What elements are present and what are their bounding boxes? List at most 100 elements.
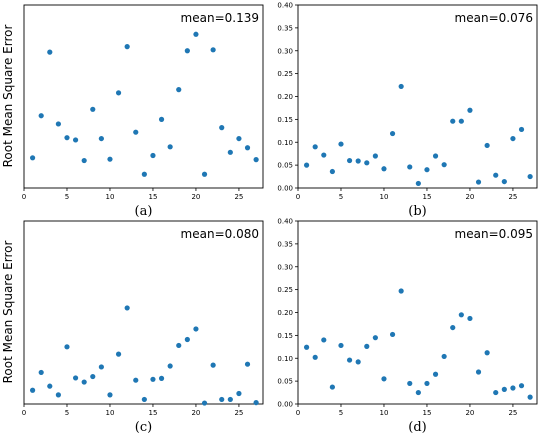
panel-c: 0 5 10 15 20 25 mean=0.080 (c) Root Mean Square … — [1, 220, 264, 435]
data-point — [55, 121, 61, 127]
data-point — [158, 116, 165, 122]
panel-caption: (a) — [135, 204, 153, 219]
data-point — [210, 47, 216, 53]
mean-annotation: mean=0.080 — [181, 227, 259, 241]
data-point — [176, 87, 182, 93]
x-tick-label: 20 — [465, 193, 474, 201]
data-point — [527, 173, 533, 180]
y-tick-label: 0.15 — [277, 332, 293, 340]
data-point — [510, 385, 516, 391]
y-tick-label: 0.15 — [277, 116, 293, 124]
x-tick-label: 15 — [422, 193, 431, 201]
data-point — [381, 166, 387, 172]
data-point — [47, 383, 53, 389]
data-point — [501, 178, 507, 185]
data-point — [133, 377, 139, 383]
data-point — [389, 331, 396, 338]
y-tick-label: 0.35 — [277, 24, 293, 32]
data-point — [201, 400, 208, 406]
data-point — [484, 350, 490, 356]
x-tick-label: 20 — [191, 193, 200, 201]
y-tick-label: 0.20 — [277, 93, 293, 101]
x-tick-label: 0 — [22, 409, 26, 417]
data-point — [364, 160, 370, 166]
data-point — [38, 369, 44, 376]
data-point — [355, 158, 361, 164]
panel-b: 0 5 10 15 20 25 0.00 0.05 0.10 0.15 0.20 0.25 0.30 0.… — [277, 2, 538, 219]
data-point — [184, 336, 190, 343]
data-point — [72, 375, 79, 381]
data-point — [432, 153, 439, 159]
data-point — [227, 396, 233, 403]
data-point — [381, 376, 387, 382]
data-point — [124, 305, 130, 311]
data-point — [253, 157, 259, 163]
x-tick-label: 5 — [65, 409, 69, 417]
data-point — [193, 326, 199, 332]
plot-frame — [23, 4, 264, 189]
data-point — [107, 392, 113, 398]
data-point — [201, 171, 208, 177]
data-point — [193, 31, 199, 37]
data-point — [107, 156, 113, 162]
data-point — [158, 375, 165, 381]
data-point — [527, 394, 533, 400]
data-point — [321, 337, 327, 343]
data-point — [407, 164, 413, 170]
data-point — [227, 149, 233, 155]
panel-d: 0 5 10 15 20 25 0.00 0.05 0.10 0.15 0.20 0.25 0.30 0.… — [277, 218, 538, 435]
data-point — [303, 162, 310, 168]
data-point — [441, 162, 447, 168]
y-tick-label: 0.25 — [277, 286, 293, 294]
x-tick-label: 25 — [234, 409, 243, 417]
data-point — [510, 135, 516, 142]
data-point — [321, 152, 327, 158]
y-tick-label: 0.25 — [277, 70, 293, 78]
data-point — [372, 153, 378, 159]
data-point — [64, 135, 70, 141]
data-point — [432, 371, 439, 377]
y-axis-label: Root Mean Square Error — [1, 25, 15, 168]
plot-frame — [297, 4, 538, 189]
data-point — [389, 130, 396, 137]
mean-annotation: mean=0.076 — [455, 11, 533, 25]
data-point — [98, 364, 104, 370]
x-tick-label: 15 — [148, 409, 157, 417]
x-tick-label: 25 — [508, 409, 517, 417]
data-point — [355, 359, 361, 365]
data-point — [29, 387, 36, 393]
y-tick-label: 0.05 — [277, 378, 293, 386]
data-point — [424, 167, 430, 173]
data-point — [176, 342, 182, 349]
x-tick-label: 25 — [508, 193, 517, 201]
data-point — [253, 400, 259, 406]
data-point — [501, 386, 507, 392]
x-tick-label: 15 — [148, 193, 157, 201]
data-point — [372, 335, 378, 341]
data-point — [219, 125, 225, 131]
data-point — [424, 380, 430, 387]
data-point — [38, 113, 44, 119]
plot-frame — [297, 220, 538, 405]
data-point — [312, 354, 318, 360]
data-point — [346, 157, 353, 164]
data-point — [47, 49, 53, 55]
data-point — [467, 315, 473, 322]
data-point — [244, 361, 251, 367]
data-point — [450, 324, 456, 331]
data-point — [29, 155, 36, 161]
y-tick-label: 0.00 — [277, 185, 293, 193]
mean-annotation: mean=0.095 — [455, 227, 533, 241]
data-point — [90, 373, 96, 380]
data-point — [398, 83, 404, 90]
data-point — [115, 90, 122, 96]
y-tick-label: 0.10 — [277, 139, 293, 147]
data-point — [338, 342, 344, 349]
y-axis-label: Root Mean Square Error — [1, 241, 15, 384]
data-point — [329, 168, 335, 175]
y-tick-label: 0.20 — [277, 309, 293, 317]
x-tick-label: 0 — [296, 409, 300, 417]
data-point — [72, 137, 79, 143]
data-point — [450, 118, 456, 124]
